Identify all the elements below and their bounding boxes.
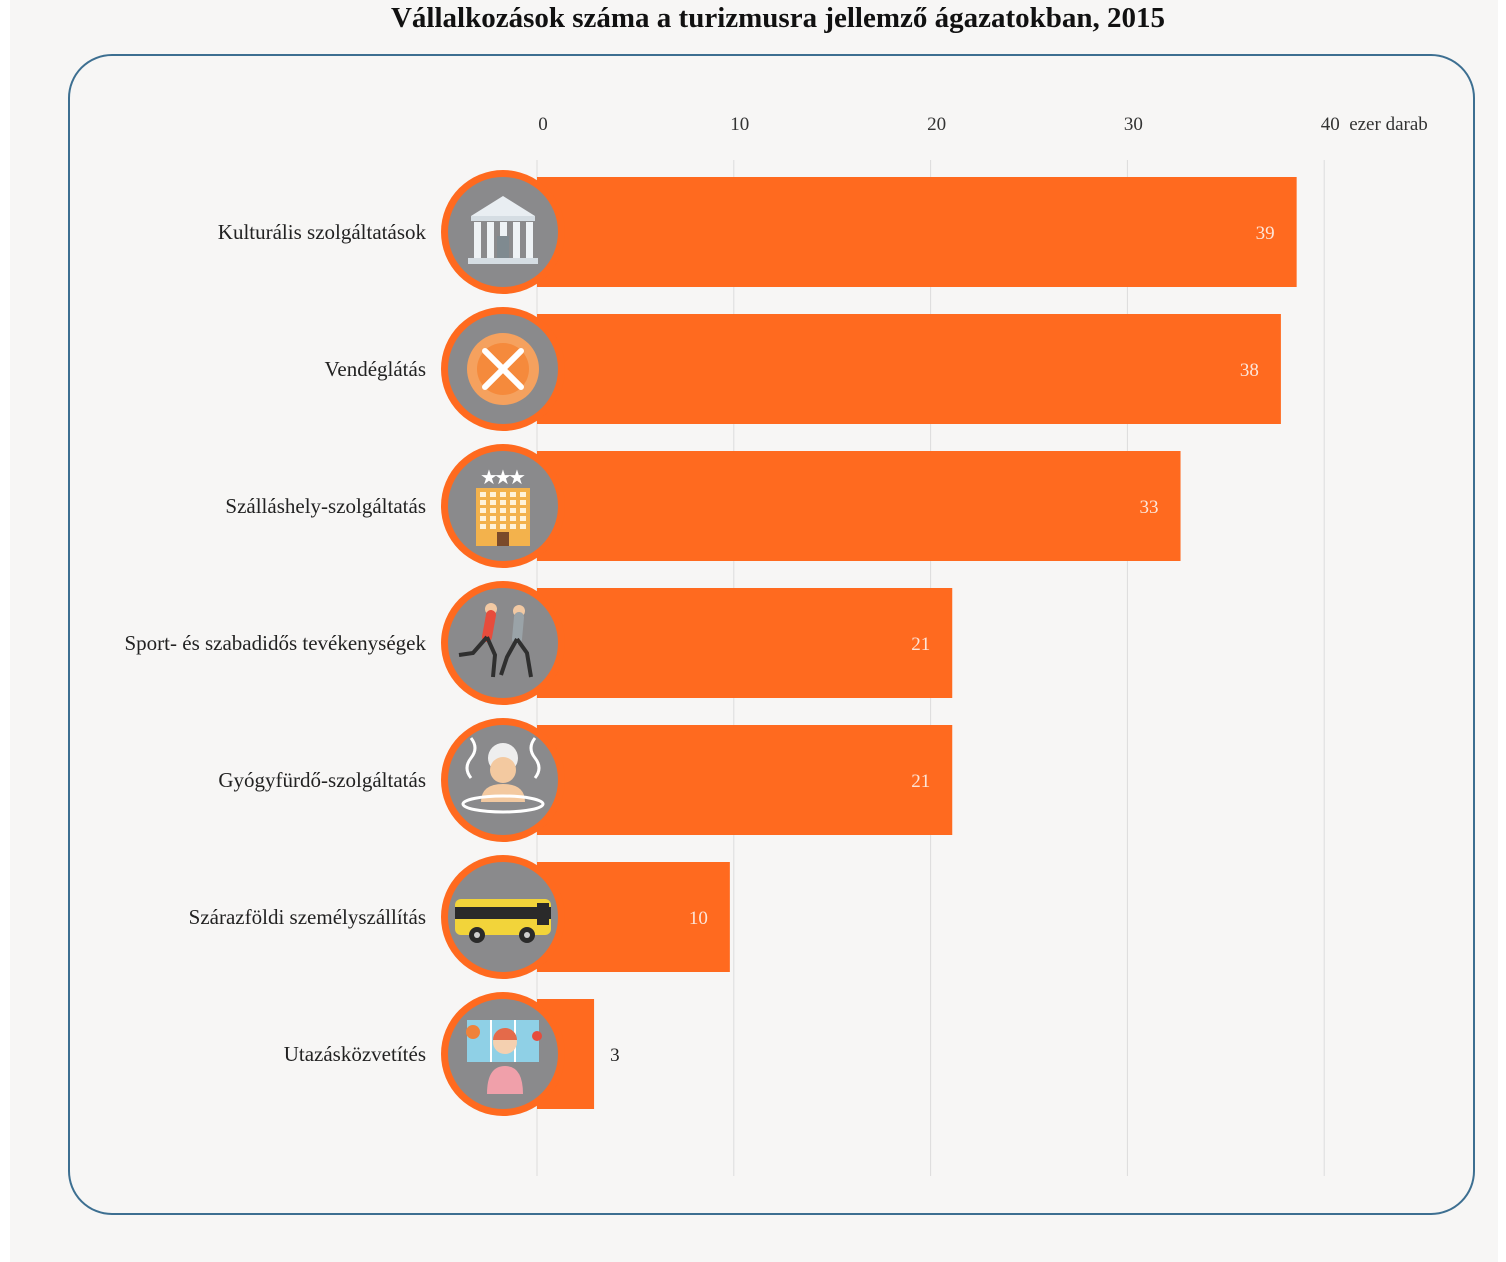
data-label: 21 — [911, 771, 930, 792]
category-label: Vendéglátás — [325, 357, 426, 381]
bar-row: ★★★Szálláshely-szolgáltatás 33 — [225, 444, 1181, 568]
museum-icon — [448, 177, 558, 287]
bar — [537, 177, 1297, 287]
bar — [537, 314, 1281, 424]
x-tick-label: 10 — [730, 114, 749, 135]
svg-text:★: ★ — [494, 467, 512, 489]
data-label: 3 — [610, 1045, 620, 1066]
x-tick-label: 40 — [1321, 114, 1340, 135]
chart-canvas: Vállalkozások száma a turizmusra jellemz… — [10, 0, 1498, 1262]
bus-icon — [448, 862, 558, 972]
bars: Kulturális szolgáltatások 39 Vendéglátás 38… — [125, 170, 1297, 1116]
x-tick-label: 30 — [1124, 114, 1143, 135]
chart-title: Vállalkozások száma a turizmusra jellemz… — [390, 2, 1166, 34]
spa-icon — [448, 725, 558, 835]
bar-chart: 0 10 20 30 40 ezer darab Kulturális szolgált… — [125, 114, 1428, 1176]
bar-row: Sport- és szabadidős tevékenységek 21 — [125, 581, 953, 705]
bar-row: Utazásközvetítés 3 — [284, 992, 620, 1116]
bar — [537, 451, 1181, 561]
x-tick-label: 20 — [927, 114, 946, 135]
data-label: 21 — [911, 634, 930, 655]
travel-agent-icon — [448, 999, 558, 1109]
bar-row: Vendéglátás 38 — [325, 307, 1281, 431]
category-label: Szárazföldi személyszállítás — [189, 905, 426, 929]
category-label: Gyógyfürdő-szolgáltatás — [218, 768, 426, 792]
bar-row: Szárazföldi személyszállítás 10 — [189, 855, 730, 979]
category-label: Sport- és szabadidős tevékenységek — [125, 631, 427, 655]
x-axis-ticks: 0 10 20 30 40 — [538, 114, 1339, 135]
data-label: 33 — [1140, 497, 1159, 518]
category-label: Utazásközvetítés — [284, 1042, 426, 1066]
svg-text:★: ★ — [480, 467, 498, 489]
data-label: 39 — [1256, 223, 1275, 244]
bar — [537, 725, 953, 835]
data-label: 38 — [1240, 360, 1259, 381]
bar — [537, 588, 953, 698]
axis-unit-label: ezer darab — [1349, 114, 1428, 135]
restaurant-icon — [448, 314, 558, 424]
bar — [537, 862, 730, 972]
x-tick-label: 0 — [538, 114, 548, 135]
runners-icon — [448, 588, 558, 698]
data-label: 10 — [689, 908, 708, 929]
bar-row: Kulturális szolgáltatások 39 — [218, 170, 1297, 294]
chart-frame — [68, 54, 1475, 1215]
hotel-icon: ★★★ — [448, 451, 558, 561]
svg-text:★: ★ — [508, 467, 526, 489]
category-label: Kulturális szolgáltatások — [218, 220, 427, 244]
bar-row: Gyógyfürdő-szolgáltatás 21 — [218, 718, 953, 842]
category-label: Szálláshely-szolgáltatás — [225, 494, 426, 518]
